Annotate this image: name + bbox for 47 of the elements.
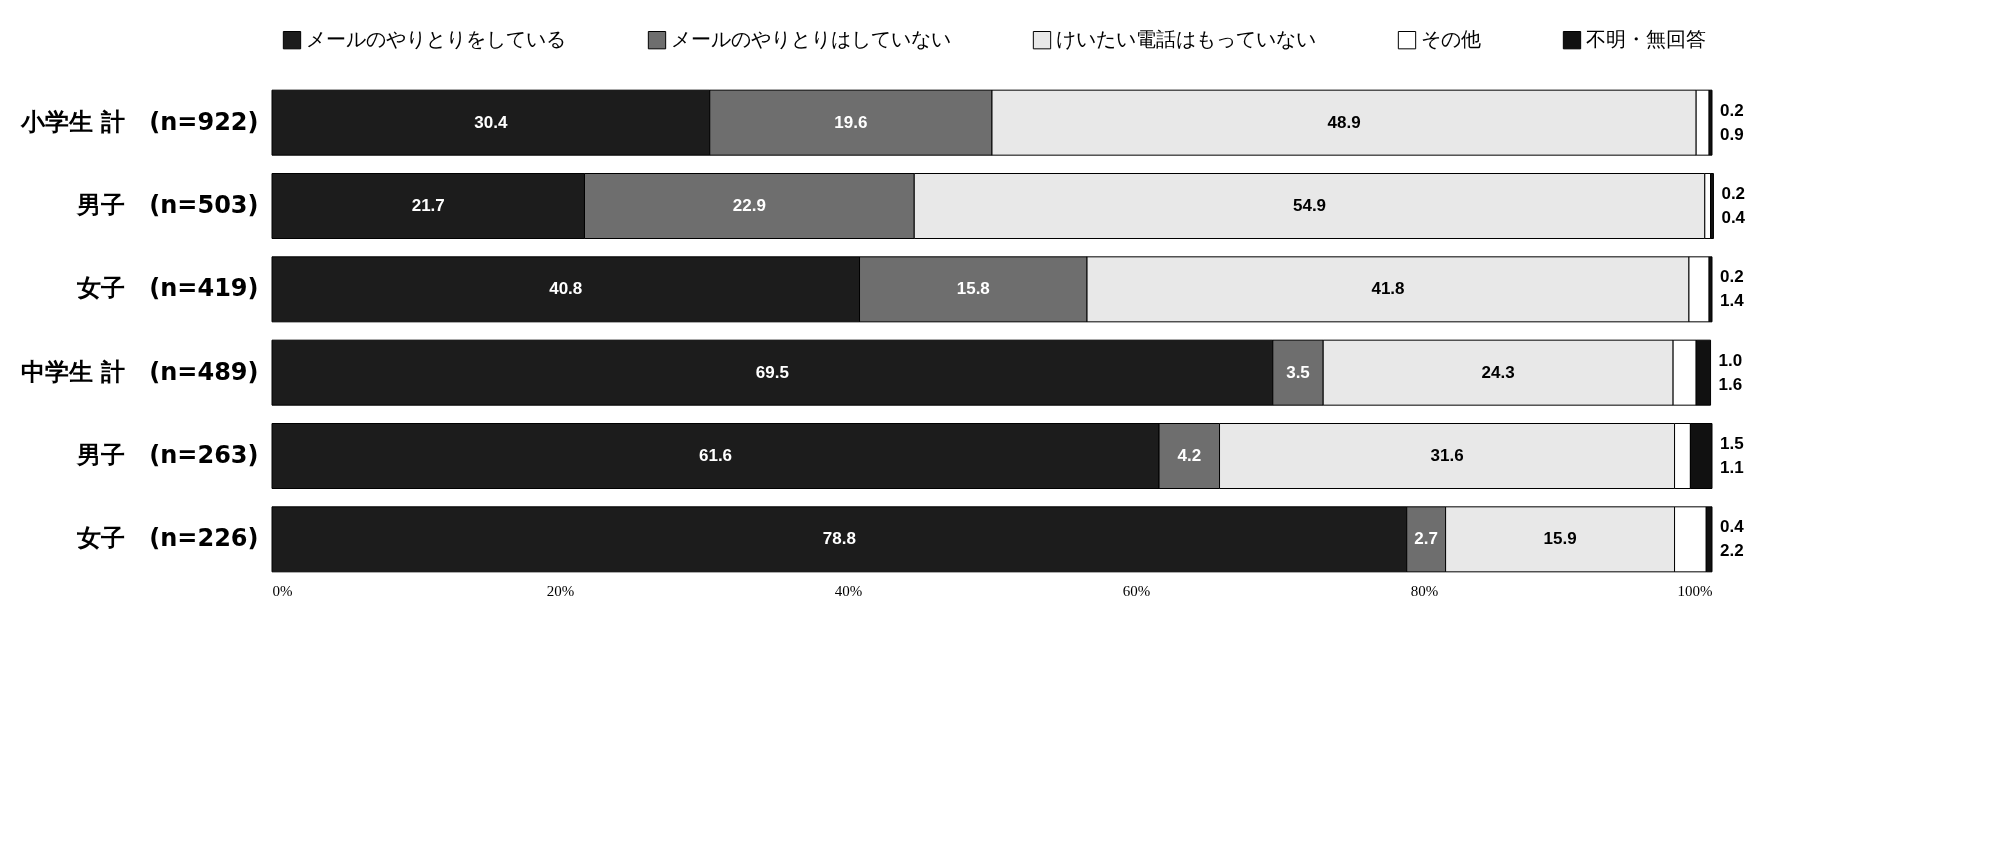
data-label: 40.8 xyxy=(549,279,583,299)
x-tick-label: 20% xyxy=(546,582,575,599)
data-label: 1.5 xyxy=(1720,434,1744,453)
data-label: 78.8 xyxy=(822,529,856,549)
data-label: 0.4 xyxy=(1720,517,1745,537)
y-tick-label: 女子 (n=226) xyxy=(76,524,259,553)
y-tick-label: 男子 (n=503) xyxy=(76,191,259,219)
data-label: 1.6 xyxy=(1718,374,1743,394)
legend-label: 不明・無回答 xyxy=(1586,27,1706,52)
legend-label: メールのやりとりはしていない xyxy=(671,27,951,52)
data-label: 54.9 xyxy=(1292,196,1327,215)
data-label: 15.8 xyxy=(956,279,990,299)
data-label: 24.3 xyxy=(1481,362,1515,382)
data-label: 2.7 xyxy=(1414,529,1438,549)
y-tick-label: 男子 (n=263) xyxy=(76,441,259,469)
legend-label: メールのやりとりをしている xyxy=(306,27,566,52)
legend-label: その他 xyxy=(1421,27,1481,52)
y-tick-label: 女子 (n=419) xyxy=(76,274,259,303)
y-tick-label: 小学生 計 (n=922) xyxy=(19,107,259,136)
data-label: 15.9 xyxy=(1543,529,1577,549)
data-label: 1.1 xyxy=(1720,458,1744,477)
data-label: 0.2 xyxy=(1720,100,1744,120)
data-label: 4.2 xyxy=(1177,446,1202,465)
data-label: 30.4 xyxy=(474,112,508,132)
data-label: 0.2 xyxy=(1721,184,1746,203)
x-tick-label: 40% xyxy=(834,582,863,599)
data-label: 48.9 xyxy=(1327,112,1361,132)
legend-label: けいたい電話はもっていない xyxy=(1056,27,1316,52)
data-label: 19.6 xyxy=(834,112,868,132)
data-label: 0.9 xyxy=(1720,124,1744,144)
data-label: 0.2 xyxy=(1720,267,1744,287)
data-label: 3.5 xyxy=(1286,362,1310,382)
data-label: 2.2 xyxy=(1720,541,1744,561)
data-label: 41.8 xyxy=(1371,279,1405,299)
data-label: 0.4 xyxy=(1721,208,1746,227)
x-tick-label: 60% xyxy=(1122,582,1151,599)
x-tick-label: 0% xyxy=(272,582,293,599)
y-tick-label: 中学生 計 (n=489) xyxy=(20,357,259,386)
data-label: 69.5 xyxy=(755,362,789,382)
data-label: 1.0 xyxy=(1718,350,1743,370)
data-label: 22.9 xyxy=(732,196,766,215)
x-tick-label: 100% xyxy=(1677,582,1713,599)
x-tick-label: 80% xyxy=(1410,582,1439,599)
data-label: 21.7 xyxy=(411,196,445,215)
data-label: 61.6 xyxy=(698,446,733,465)
data-label: 31.6 xyxy=(1430,446,1464,465)
data-label: 1.4 xyxy=(1720,291,1745,311)
